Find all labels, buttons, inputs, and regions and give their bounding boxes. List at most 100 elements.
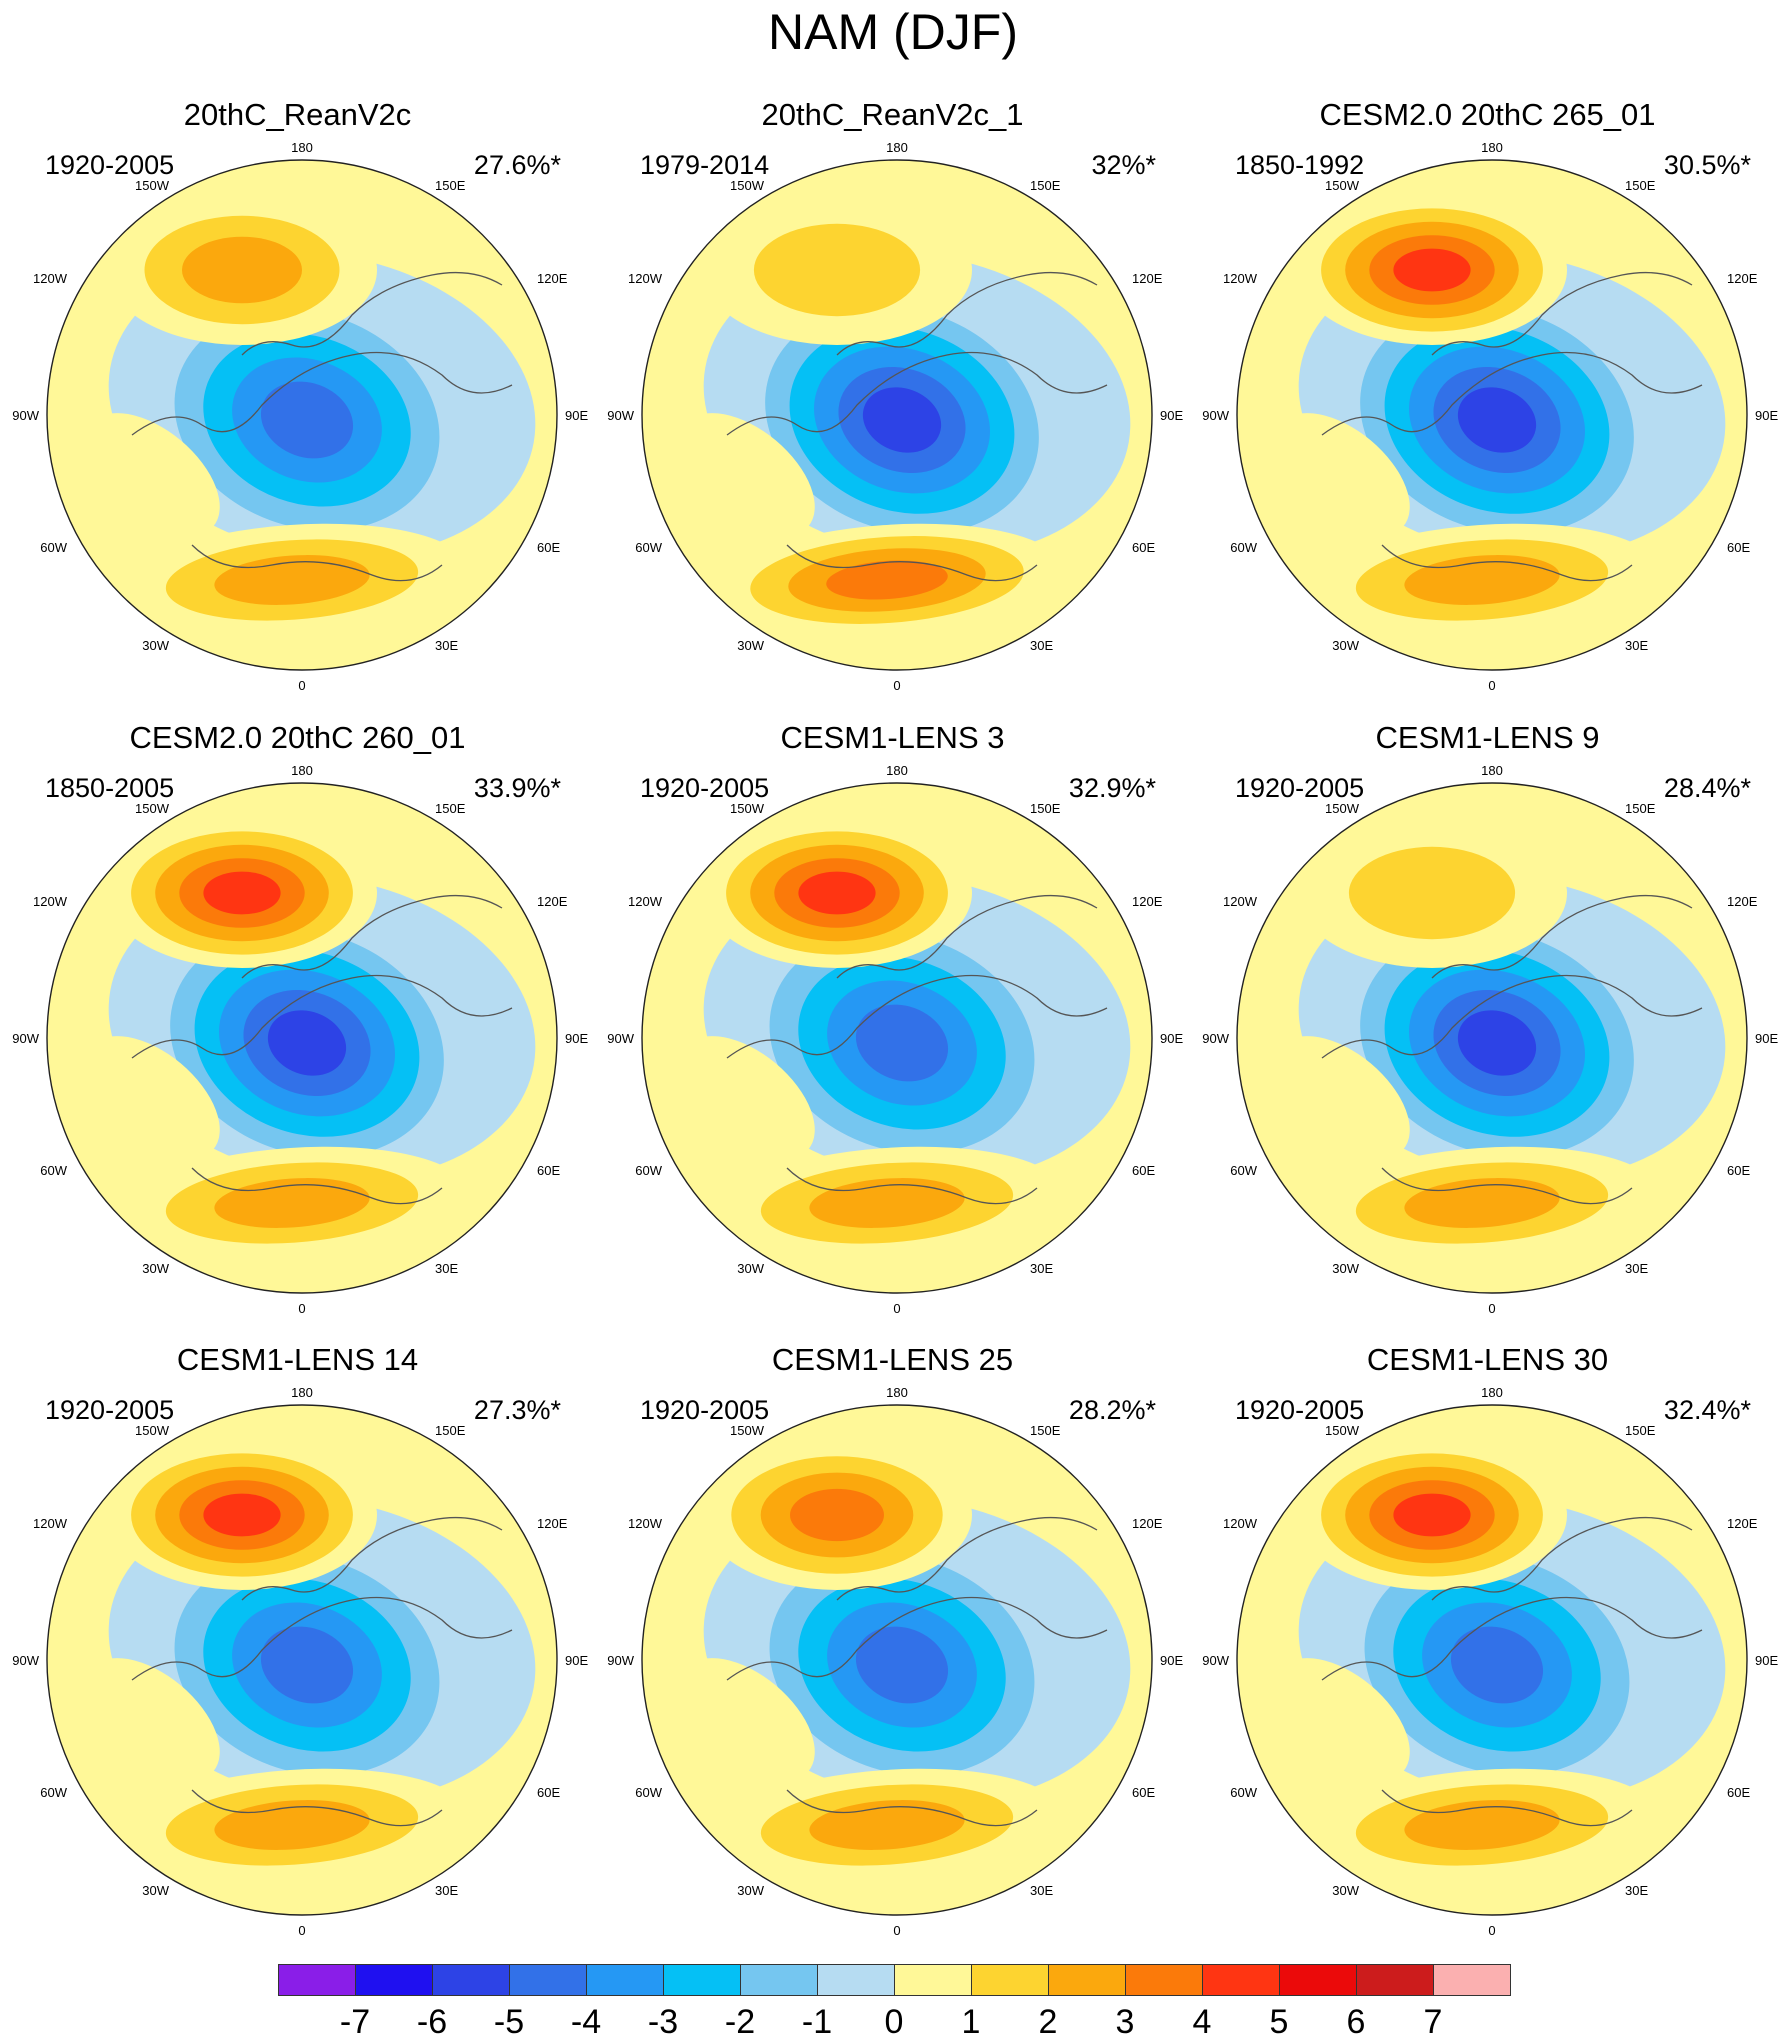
colorbar-cell [509, 1964, 587, 1996]
colorbar-tick-label: -6 [416, 2003, 448, 2041]
west-atlantic-high [1274, 413, 1410, 537]
longitude-label-right-mid: 90E [1755, 1031, 1778, 1046]
colorbar-cell [1279, 1964, 1357, 1996]
panel-title: CESM1-LENS 14 [176, 1342, 419, 1377]
polar-map: 180 0 150W 150E 120W 120E 90W 90E 60W 60E 30W 30E [1202, 763, 1778, 1316]
longitude-label-upper-left: 150W [1325, 178, 1360, 193]
map-panel: 180 0 150W 150E 120W 120E 90W 90E 60W 60E 30W 30E 20… [595, 95, 1190, 715]
longitude-label-left-upper: 120W [628, 1516, 663, 1531]
colorbar-cell [1125, 1964, 1203, 1996]
longitude-label-left-mid: 90W [607, 408, 634, 423]
longitude-label-left-mid: 90W [607, 1031, 634, 1046]
polar-map: 180 0 150W 150E 120W 120E 90W 90E 60W 60E 30W 30E [1202, 1385, 1778, 1938]
atlantic-high [1307, 1146, 1657, 1260]
longitude-label-bottom: 0 [893, 678, 900, 693]
longitude-label-upper-left: 150W [135, 178, 170, 193]
west-atlantic-high-level-1 [1274, 1658, 1410, 1782]
longitude-label-left-upper: 120W [33, 894, 68, 909]
longitude-label-left-lower: 60W [1230, 1785, 1257, 1800]
pacific-high-level-5 [1393, 1493, 1471, 1537]
panel-years: 1920-2005 [640, 773, 770, 803]
map-boundary [46, 782, 558, 1294]
polar-map: 180 0 150W 150E 120W 120E 90W 90E 60W 60E 30W 30E [12, 763, 588, 1316]
atlantic-high [117, 1146, 467, 1260]
map-field [47, 783, 557, 1293]
pacific-high-level-5 [1393, 248, 1471, 292]
colorbar-tick-label: 3 [1115, 2003, 1135, 2041]
longitude-label-right-upper: 120E [537, 271, 568, 286]
arctic-low-level-5 [855, 1626, 949, 1704]
longitude-label-left-lower: 60W [40, 1163, 67, 1178]
colorbar-cell [1048, 1964, 1126, 1996]
longitude-label-top: 180 [886, 140, 908, 155]
map-panel: 180 0 150W 150E 120W 120E 90W 90E 60W 60E 30W 30E CE… [595, 1340, 1190, 1960]
arctic-low-level-5 [1450, 1626, 1544, 1704]
longitude-label-right-lower: 60E [1727, 540, 1750, 555]
colorbar-labels: -7 -6 -5 -4 -3 -2 -1 0 1 2 3 4 5 6 7 [278, 2002, 1510, 2042]
longitude-label-lower-right: 30E [1625, 1261, 1648, 1276]
longitude-label-right-lower: 60E [1727, 1785, 1750, 1800]
colorbar-tick-label: 4 [1192, 2003, 1212, 2041]
longitude-label-upper-right: 150E [1625, 801, 1656, 816]
atlantic-high [712, 523, 1062, 637]
longitude-label-upper-left: 150W [730, 178, 765, 193]
longitude-label-bottom: 0 [1488, 1923, 1495, 1938]
colorbar-tick-label: -3 [647, 2003, 679, 2041]
west-atlantic-high-level-1 [1274, 413, 1410, 537]
colorbar-tick-label: -5 [493, 2003, 525, 2041]
longitude-label-left-upper: 120W [628, 271, 663, 286]
map-field [642, 783, 1152, 1293]
colorbar-tick-label: -4 [570, 2003, 602, 2041]
longitude-label-upper-right: 150E [1030, 178, 1061, 193]
panel-variance: 27.3%* [473, 1395, 561, 1425]
longitude-label-left-lower: 60W [635, 540, 662, 555]
panel-years: 1920-2005 [45, 150, 175, 180]
longitude-label-left-mid: 90W [607, 1653, 634, 1668]
longitude-label-top: 180 [291, 140, 313, 155]
longitude-label-right-upper: 120E [1727, 894, 1758, 909]
longitude-label-right-mid: 90E [1160, 1031, 1183, 1046]
longitude-label-lower-right: 30E [1625, 1883, 1648, 1898]
panel-title: CESM2.0 20thC 260_01 [129, 720, 466, 755]
longitude-label-lower-left: 30W [142, 1261, 169, 1276]
longitude-label-left-mid: 90W [12, 1031, 39, 1046]
colorbar-tick-label: 0 [884, 2003, 904, 2041]
longitude-label-upper-right: 150E [1030, 1423, 1061, 1438]
panel-title: CESM1-LENS 9 [1375, 720, 1600, 755]
longitude-label-left-upper: 120W [1223, 894, 1258, 909]
colorbar-cell [894, 1964, 972, 1996]
pacific-high [1297, 195, 1567, 345]
polar-map: 180 0 150W 150E 120W 120E 90W 90E 60W 60E 30W 30E [12, 1385, 588, 1938]
arctic-low-level-6 [1457, 1010, 1537, 1076]
colorbar-cell [432, 1964, 510, 1996]
west-atlantic-high-level-1 [679, 413, 815, 537]
coastlines [1321, 894, 1703, 1205]
longitude-label-bottom: 0 [298, 678, 305, 693]
west-atlantic-high-level-1 [1274, 1036, 1410, 1160]
longitude-label-lower-right: 30E [1030, 1883, 1053, 1898]
pacific-high [107, 818, 377, 968]
longitude-label-lower-right: 30E [435, 1261, 458, 1276]
longitude-label-lower-right: 30E [435, 1883, 458, 1898]
panel-variance: 28.4%* [1663, 773, 1751, 803]
arctic-low [740, 908, 1064, 1178]
longitude-label-left-upper: 120W [33, 1516, 68, 1531]
panel-years: 1920-2005 [1235, 773, 1365, 803]
longitude-label-bottom: 0 [298, 1923, 305, 1938]
coastlines [726, 894, 1108, 1205]
arctic-low-level-6 [267, 1010, 347, 1076]
west-atlantic-high [679, 1036, 815, 1160]
longitude-label-left-lower: 60W [40, 540, 67, 555]
longitude-label-upper-right: 150E [1625, 1423, 1656, 1438]
longitude-label-left-lower: 60W [40, 1785, 67, 1800]
panel-variance: 27.6%* [473, 150, 561, 180]
pacific-high [1297, 1440, 1567, 1590]
polar-map: 180 0 150W 150E 120W 120E 90W 90E 60W 60E 30W 30E [607, 140, 1183, 693]
map-boundary [1236, 1404, 1748, 1916]
polar-map: 180 0 150W 150E 120W 120E 90W 90E 60W 60E 30W 30E [12, 140, 588, 693]
west-atlantic-high [1274, 1658, 1410, 1782]
longitude-label-right-mid: 90E [1160, 1653, 1183, 1668]
longitude-label-left-mid: 90W [12, 1653, 39, 1668]
longitude-label-upper-left: 150W [135, 1423, 170, 1438]
longitude-label-right-mid: 90E [1160, 408, 1183, 423]
